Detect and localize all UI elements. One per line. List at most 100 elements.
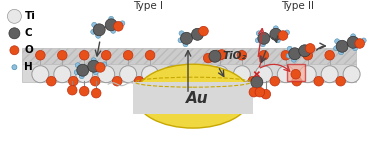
- Circle shape: [231, 87, 241, 97]
- Circle shape: [339, 50, 344, 55]
- Circle shape: [93, 24, 105, 36]
- Text: Ti: Ti: [25, 11, 35, 21]
- Circle shape: [248, 76, 258, 86]
- Circle shape: [91, 88, 101, 98]
- Circle shape: [111, 28, 116, 33]
- Circle shape: [109, 16, 114, 21]
- Circle shape: [144, 88, 154, 98]
- Circle shape: [336, 76, 345, 86]
- Text: Type II: Type II: [281, 1, 314, 11]
- Circle shape: [57, 51, 67, 60]
- Circle shape: [164, 66, 181, 83]
- Circle shape: [134, 76, 144, 86]
- Circle shape: [260, 42, 265, 47]
- Circle shape: [32, 66, 49, 83]
- Circle shape: [226, 76, 236, 86]
- Circle shape: [292, 76, 302, 86]
- Circle shape: [251, 76, 263, 88]
- Circle shape: [102, 62, 107, 67]
- Circle shape: [285, 30, 290, 35]
- Circle shape: [183, 42, 188, 47]
- Circle shape: [96, 63, 105, 72]
- Circle shape: [54, 66, 71, 83]
- Circle shape: [299, 66, 316, 83]
- Circle shape: [77, 64, 89, 76]
- Circle shape: [286, 53, 291, 58]
- Circle shape: [243, 89, 253, 99]
- Circle shape: [105, 19, 117, 31]
- Circle shape: [120, 66, 136, 83]
- Circle shape: [278, 31, 288, 40]
- Circle shape: [142, 66, 158, 83]
- Circle shape: [291, 57, 296, 62]
- Circle shape: [68, 85, 77, 95]
- Circle shape: [75, 63, 80, 68]
- Circle shape: [303, 51, 313, 60]
- Circle shape: [113, 21, 123, 31]
- Circle shape: [325, 51, 335, 60]
- Circle shape: [179, 31, 184, 36]
- Circle shape: [120, 21, 125, 26]
- Circle shape: [79, 51, 89, 60]
- Circle shape: [123, 51, 133, 60]
- Circle shape: [237, 51, 247, 60]
- Circle shape: [181, 32, 192, 44]
- Circle shape: [209, 50, 221, 62]
- Circle shape: [178, 38, 183, 43]
- Circle shape: [256, 38, 260, 43]
- Circle shape: [211, 66, 228, 83]
- Circle shape: [88, 60, 100, 72]
- Circle shape: [101, 51, 111, 60]
- Circle shape: [321, 66, 338, 83]
- Circle shape: [299, 45, 311, 57]
- Circle shape: [92, 22, 97, 27]
- Circle shape: [273, 26, 278, 31]
- Circle shape: [98, 66, 115, 83]
- Circle shape: [93, 70, 98, 75]
- Text: TiO₂: TiO₂: [223, 51, 247, 61]
- Circle shape: [203, 53, 213, 63]
- Circle shape: [256, 31, 261, 36]
- Circle shape: [249, 87, 259, 97]
- Text: Type I: Type I: [133, 1, 163, 11]
- Text: H: H: [25, 62, 33, 72]
- Circle shape: [9, 28, 20, 39]
- Text: C: C: [25, 28, 32, 38]
- Circle shape: [91, 29, 96, 34]
- Circle shape: [353, 46, 358, 51]
- Circle shape: [68, 76, 78, 86]
- Circle shape: [79, 74, 84, 79]
- Circle shape: [255, 87, 265, 97]
- Circle shape: [79, 86, 89, 96]
- Circle shape: [8, 9, 22, 23]
- Circle shape: [91, 58, 96, 63]
- Circle shape: [258, 32, 270, 44]
- Circle shape: [355, 39, 364, 48]
- Ellipse shape: [135, 64, 251, 128]
- Circle shape: [217, 50, 226, 59]
- Circle shape: [133, 87, 143, 97]
- Text: Au: Au: [186, 91, 208, 106]
- Circle shape: [270, 76, 280, 86]
- Circle shape: [36, 51, 45, 60]
- Circle shape: [46, 76, 56, 86]
- Circle shape: [261, 89, 271, 99]
- Circle shape: [215, 51, 225, 60]
- Circle shape: [347, 36, 359, 48]
- Bar: [22, 48, 356, 64]
- Circle shape: [145, 51, 155, 60]
- Circle shape: [343, 66, 360, 83]
- Circle shape: [334, 46, 339, 51]
- Circle shape: [287, 46, 292, 51]
- Circle shape: [259, 51, 269, 60]
- Circle shape: [74, 70, 79, 75]
- Circle shape: [336, 40, 348, 52]
- Circle shape: [277, 66, 294, 83]
- Circle shape: [289, 48, 301, 60]
- Circle shape: [156, 76, 166, 86]
- Circle shape: [314, 76, 324, 86]
- Circle shape: [10, 46, 19, 55]
- Bar: [287, 64, 305, 81]
- Circle shape: [192, 28, 203, 40]
- Circle shape: [12, 65, 17, 70]
